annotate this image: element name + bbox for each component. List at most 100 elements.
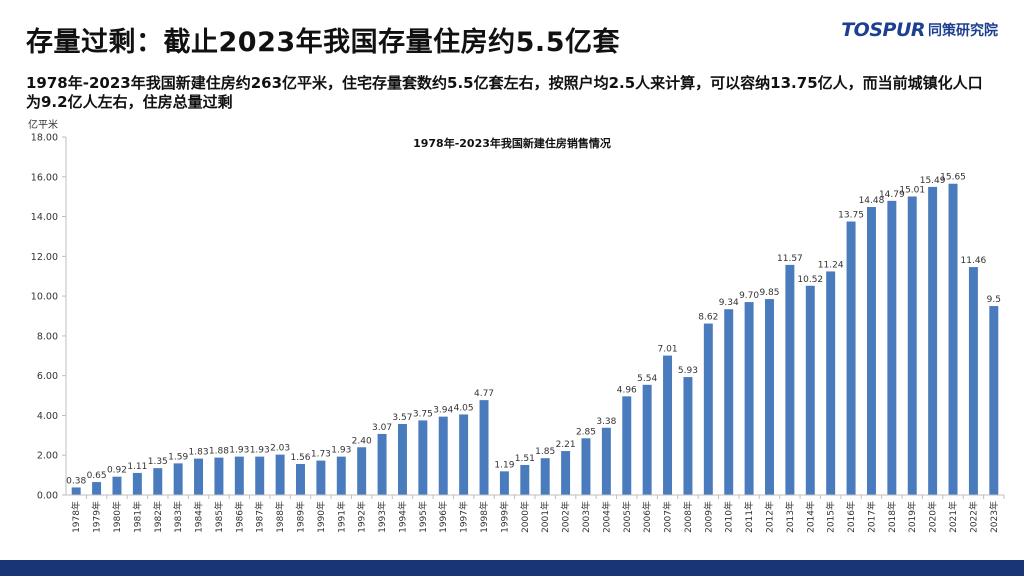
x-tick-label: 2018年 xyxy=(886,501,898,533)
data-label: 2.03 xyxy=(270,444,290,454)
data-label: 3.94 xyxy=(433,406,453,416)
x-tick-label: 2016年 xyxy=(845,501,857,533)
y-tick-label: 14.00 xyxy=(31,212,58,223)
bar xyxy=(479,400,489,495)
data-label: 1.56 xyxy=(290,453,310,463)
bar xyxy=(540,458,550,495)
bar xyxy=(336,456,346,495)
page-title: 存量过剩：截止2023年我国存量住房约5.5亿套 xyxy=(26,27,620,58)
data-label: 3.07 xyxy=(372,423,392,433)
data-label: 1.51 xyxy=(515,454,535,464)
bar xyxy=(866,207,876,495)
y-tick-label: 0.00 xyxy=(37,491,58,502)
y-tick-label: 6.00 xyxy=(37,371,58,382)
x-tick-label: 2008年 xyxy=(682,501,694,533)
x-tick-label: 1982年 xyxy=(152,501,164,533)
data-label: 1.35 xyxy=(148,457,168,467)
x-tick-label: 2022年 xyxy=(967,501,979,533)
x-tick-label: 1978年 xyxy=(70,501,82,533)
bar xyxy=(846,221,856,495)
x-tick-label: 2021年 xyxy=(947,501,959,533)
bar xyxy=(968,267,978,495)
data-label: 1.11 xyxy=(127,462,147,472)
data-label: 3.57 xyxy=(392,413,412,423)
bar xyxy=(377,433,387,495)
data-label: 14.79 xyxy=(879,190,905,200)
bar xyxy=(887,200,897,496)
data-label: 8.62 xyxy=(698,313,718,323)
bar xyxy=(765,299,774,495)
x-tick-label: 2001年 xyxy=(539,501,551,533)
data-label: 1.88 xyxy=(209,447,229,457)
bar xyxy=(459,414,469,495)
bar xyxy=(275,454,285,495)
y-tick-label: 18.00 xyxy=(31,133,58,144)
data-label: 2.40 xyxy=(352,436,372,446)
y-tick-label: 12.00 xyxy=(31,252,58,263)
bar xyxy=(683,377,693,495)
x-tick-label: 2014年 xyxy=(804,501,816,533)
x-tick-label: 2017年 xyxy=(865,501,877,533)
data-label: 15.49 xyxy=(920,176,946,186)
x-tick-label: 1994年 xyxy=(396,501,408,533)
y-tick-label: 2.00 xyxy=(37,451,58,462)
logo-mark: TOSPUR xyxy=(841,19,925,41)
bar xyxy=(622,396,632,495)
x-tick-label: 2010年 xyxy=(723,501,735,533)
bar xyxy=(255,456,265,495)
data-label: 1.59 xyxy=(168,452,188,462)
x-tick-label: 1987年 xyxy=(254,501,266,533)
x-tick-label: 2007年 xyxy=(662,501,674,533)
data-label: 10.52 xyxy=(797,275,823,285)
data-label: 1.73 xyxy=(311,450,331,460)
x-tick-label: 1990年 xyxy=(315,501,327,533)
y-axis: 0.00 2.00 4.00 6.00 8.00 10.00 12.00 14.00 16.00… xyxy=(31,133,67,502)
data-label: 1.19 xyxy=(494,460,514,470)
brand-logo: TOSPUR 同策研究院 xyxy=(841,19,998,41)
data-label: 1.83 xyxy=(189,448,209,458)
data-label: 11.24 xyxy=(818,260,844,270)
bar xyxy=(520,464,530,495)
data-label: 15.01 xyxy=(899,185,925,195)
x-tick-label: 1996年 xyxy=(437,501,449,533)
bar xyxy=(601,427,611,495)
x-tick-label: 2011年 xyxy=(743,501,755,533)
x-tick-label: 1986年 xyxy=(233,501,245,533)
bar xyxy=(785,264,795,495)
data-label: 1.93 xyxy=(229,446,249,456)
bar xyxy=(499,471,509,495)
data-label: 3.75 xyxy=(413,409,433,419)
x-axis: 1978年 1979年 1980年 1981年 1982年 1983年 1984年 1985年… xyxy=(66,494,1005,533)
x-tick-label: 1984年 xyxy=(193,501,205,533)
bar xyxy=(663,355,673,495)
bar xyxy=(703,323,713,495)
x-tick-label: 2019年 xyxy=(906,501,918,533)
data-label: 4.05 xyxy=(454,403,474,413)
bar xyxy=(642,384,652,495)
data-labels: 0.380.650.92 1.11 1.35 1.59 1.83 1.88 1.93 1.93… xyxy=(66,173,1001,487)
data-label: 1.93 xyxy=(331,446,351,456)
x-tick-label: 1983年 xyxy=(172,501,184,533)
bar xyxy=(418,420,428,495)
data-label: 9.5 xyxy=(987,295,1001,305)
data-label: 9.70 xyxy=(739,291,759,301)
x-tick-label: 2004年 xyxy=(600,501,612,533)
x-tick-label: 1997年 xyxy=(458,501,470,533)
footer-bar xyxy=(0,560,1024,576)
bar xyxy=(296,463,305,495)
bar xyxy=(132,472,142,495)
bar xyxy=(194,458,204,495)
data-label: 2.21 xyxy=(556,440,576,450)
x-tick-label: 2013年 xyxy=(784,501,796,533)
x-tick-label: 2006年 xyxy=(641,501,653,533)
bar xyxy=(316,460,326,495)
bar-chart: 1978年-2023年我国新建住房销售情况 亿平米 0.00 2.00 4.00 6.… xyxy=(28,118,1005,533)
data-label: 11.57 xyxy=(777,254,803,264)
logo-subtitle: 同策研究院 xyxy=(928,23,998,39)
data-label: 1.93 xyxy=(250,446,270,456)
bar xyxy=(234,456,244,495)
x-tick-label: 2003年 xyxy=(580,501,592,533)
data-label: 2.85 xyxy=(576,427,596,437)
x-tick-label: 1979年 xyxy=(91,501,103,533)
x-tick-label: 1985年 xyxy=(213,501,225,533)
